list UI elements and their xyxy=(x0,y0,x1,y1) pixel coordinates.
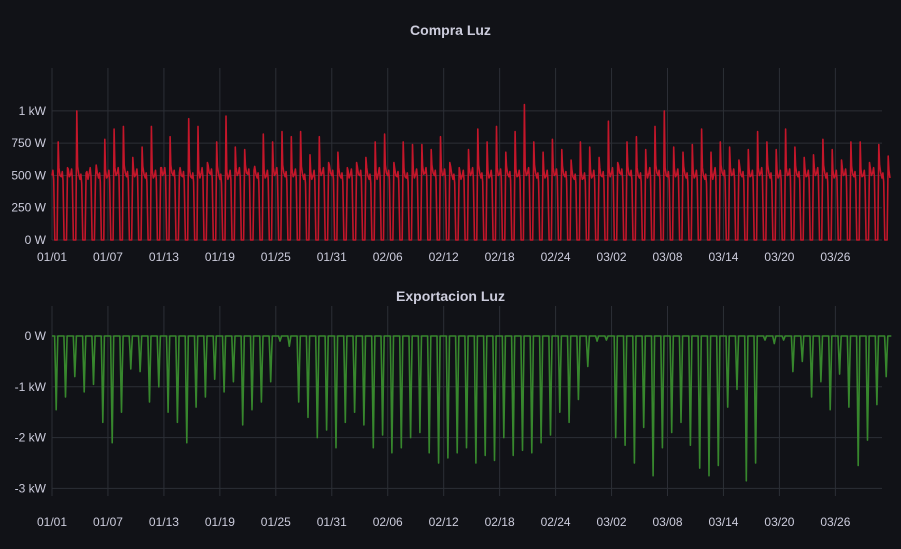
y-tick-label: 250 W xyxy=(11,201,46,215)
x-tick-label: 03/08 xyxy=(652,250,682,264)
x-tick-label: 01/01 xyxy=(37,515,67,529)
x-tick-label: 03/20 xyxy=(764,250,794,264)
x-tick-label: 02/24 xyxy=(541,250,571,264)
y-tick-label: -3 kW xyxy=(15,481,47,495)
exportacion-luz-panel: Exportacion Luz 0 W -1 kW -2 kW -3 kW 01/01 0… xyxy=(0,272,901,549)
exportacion-luz-title: Exportacion Luz xyxy=(396,288,505,304)
series-line xyxy=(52,335,892,482)
exportacion-luz-chart: 0 W -1 kW -2 kW -3 kW 01/01 01/07 01/13 01/19 01… xyxy=(15,306,892,529)
x-tick-label: 03/26 xyxy=(820,250,850,264)
x-tick-label: 03/26 xyxy=(820,515,850,529)
x-tick-label: 01/31 xyxy=(317,250,347,264)
compra-luz-panel: Compra Luz 0 W 250 W 500 W 750 W 1 kW 01/01 01… xyxy=(0,0,901,272)
x-tick-label: 02/12 xyxy=(429,515,459,529)
compra-luz-chart: 0 W 250 W 500 W 750 W 1 kW 01/01 01/07 01/13 01/… xyxy=(11,68,891,264)
compra-luz-title: Compra Luz xyxy=(410,22,491,38)
x-tick-label: 01/31 xyxy=(317,515,347,529)
x-tick-label: 02/24 xyxy=(541,515,571,529)
x-tick-label: 02/12 xyxy=(429,250,459,264)
x-tick-label: 02/06 xyxy=(373,250,403,264)
x-tick-label: 01/07 xyxy=(93,515,123,529)
x-tick-label: 02/18 xyxy=(485,250,515,264)
x-tick-label: 01/13 xyxy=(149,250,179,264)
y-tick-label: -2 kW xyxy=(15,431,47,445)
y-tick-label: -1 kW xyxy=(15,380,47,394)
x-tick-label: 03/02 xyxy=(597,250,627,264)
x-tick-label: 03/14 xyxy=(708,250,738,264)
x-tick-label: 01/25 xyxy=(261,515,291,529)
x-tick-label: 03/14 xyxy=(708,515,738,529)
x-tick-label: 02/06 xyxy=(373,515,403,529)
x-tick-label: 03/02 xyxy=(597,515,627,529)
y-tick-label: 500 W xyxy=(11,168,46,182)
y-tick-label: 0 W xyxy=(25,329,47,343)
x-tick-label: 03/20 xyxy=(764,515,794,529)
x-tick-label: 01/25 xyxy=(261,250,291,264)
series-line xyxy=(51,103,891,241)
x-tick-label: 02/18 xyxy=(485,515,515,529)
x-tick-label: 01/01 xyxy=(37,250,67,264)
y-tick-label: 750 W xyxy=(11,136,46,150)
y-tick-label: 1 kW xyxy=(19,104,47,118)
y-tick-label: 0 W xyxy=(25,233,47,247)
x-tick-label: 01/13 xyxy=(149,515,179,529)
x-tick-label: 01/19 xyxy=(205,515,235,529)
x-tick-label: 01/07 xyxy=(93,250,123,264)
x-tick-label: 03/08 xyxy=(652,515,682,529)
x-tick-label: 01/19 xyxy=(205,250,235,264)
